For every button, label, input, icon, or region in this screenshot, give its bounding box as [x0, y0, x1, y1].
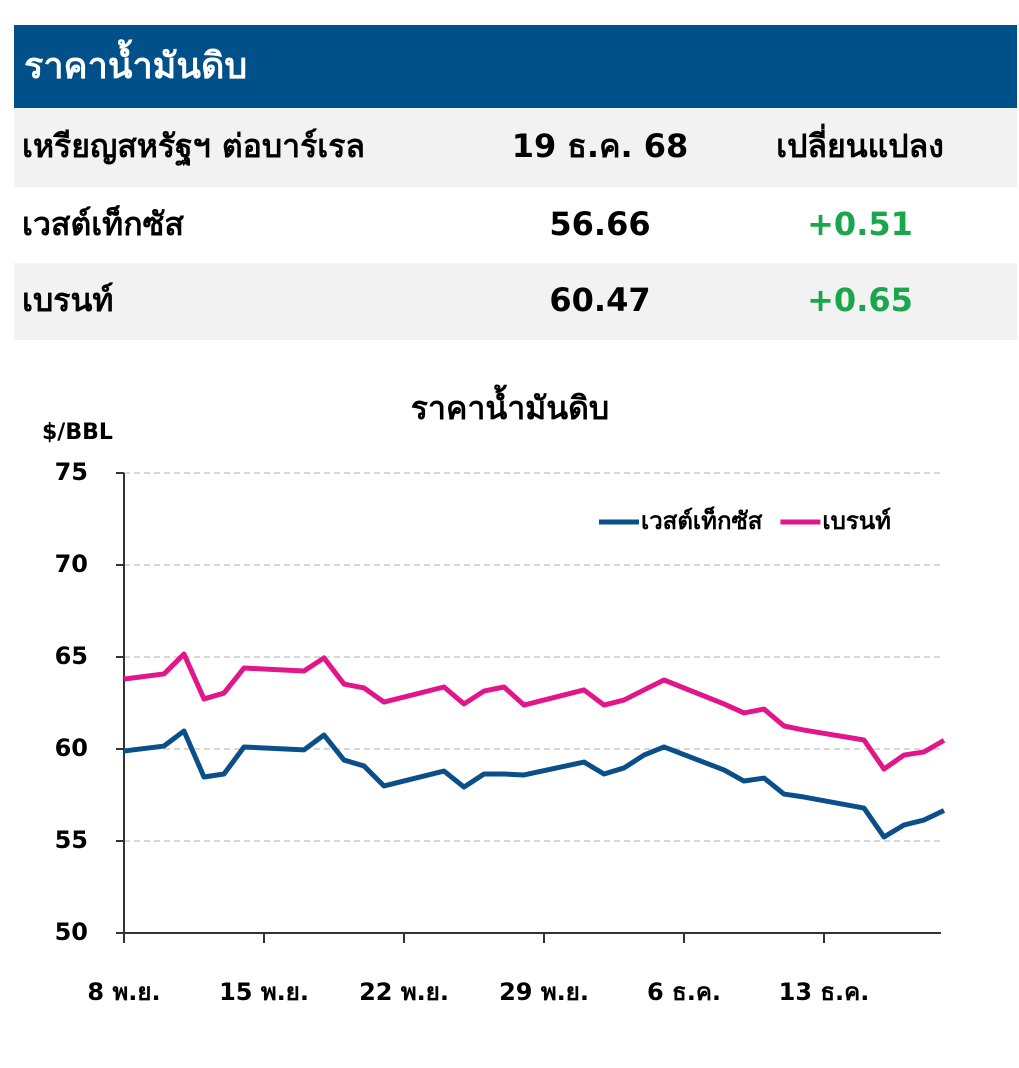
table-header: 19 ธ.ค. 68	[512, 127, 689, 165]
table-cell: +0.51	[807, 205, 913, 243]
table-cell: 60.47	[549, 281, 650, 319]
y-tick-label: 70	[55, 550, 88, 578]
y-tick-label: 65	[55, 642, 88, 670]
y-tick-label: 75	[55, 458, 88, 486]
table-cell: 56.66	[549, 205, 650, 243]
y-tick-label: 55	[55, 826, 88, 854]
table-header: เปลี่ยนแปลง	[776, 123, 944, 165]
x-tick-label: 22 พ.ย.	[359, 978, 449, 1006]
x-tick-label: 6 ธ.ค.	[647, 978, 721, 1006]
y-axis-label: $/BBL	[42, 420, 113, 445]
banner	[14, 25, 1017, 108]
row-bg	[14, 108, 1017, 187]
banner-title: ราคาน้ำมันดิบ	[24, 39, 247, 87]
table-cell: เวสต์เท็กซัส	[22, 204, 184, 243]
x-tick-label: 29 พ.ย.	[499, 978, 589, 1006]
series-line	[123, 728, 946, 840]
chart-title: ราคาน้ำมันดิบ	[411, 384, 609, 427]
x-tick-label: 13 ธ.ค.	[779, 978, 870, 1006]
table-cell: +0.65	[807, 281, 913, 319]
x-tick-label: 8 พ.ย.	[87, 978, 160, 1006]
row-bg	[14, 263, 1017, 340]
series-line	[123, 651, 946, 772]
x-tick-label: 15 พ.ย.	[219, 978, 309, 1006]
table-cell: เบรนท์	[22, 281, 113, 319]
y-tick-label: 50	[55, 918, 88, 946]
y-tick-label: 60	[55, 734, 88, 762]
legend-label: เวสต์เท็กซัส	[641, 506, 763, 535]
table-header: เหรียญสหรัฐฯ ต่อบาร์เรล	[22, 127, 365, 167]
legend-label: เบรนท์	[822, 507, 891, 535]
